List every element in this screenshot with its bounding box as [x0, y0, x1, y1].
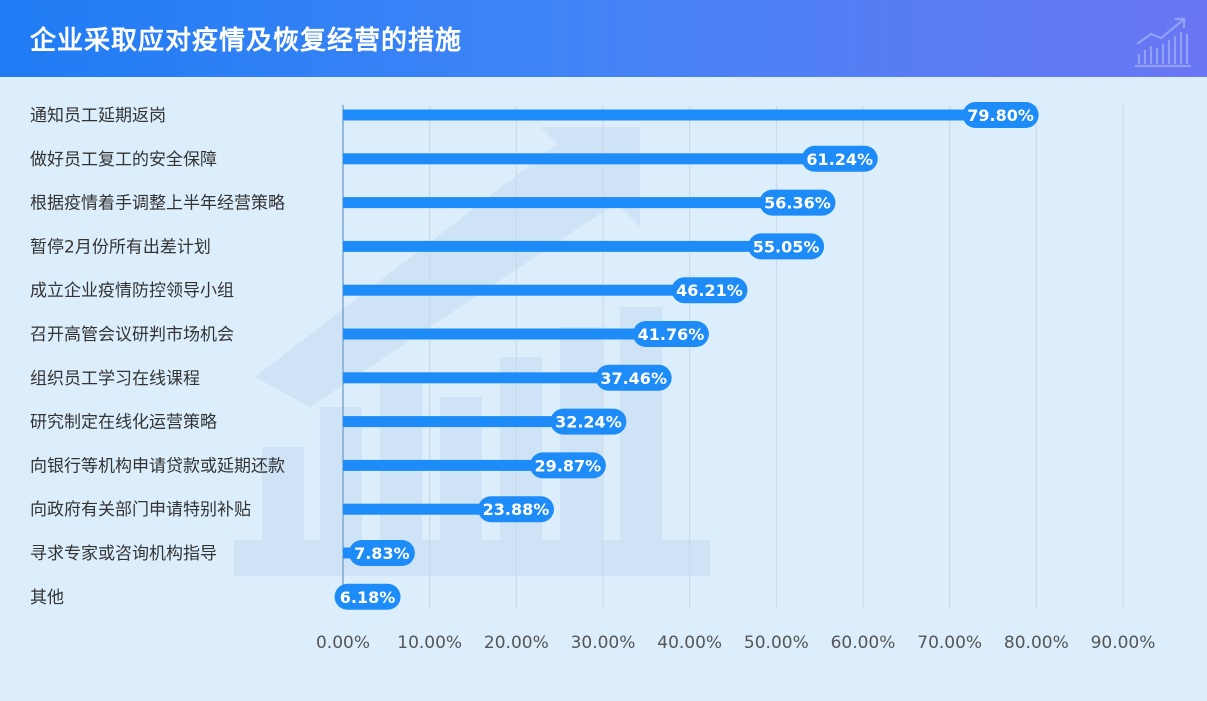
data-label: 6.18% — [340, 588, 396, 607]
data-label-pill — [550, 408, 627, 435]
bar — [343, 109, 1035, 121]
category-label: 暂停2月份所有出差计划 — [30, 237, 211, 257]
x-tick-label: 90.00% — [1091, 633, 1156, 653]
bar — [343, 372, 668, 384]
category-label: 召开高管会议研判市场机会 — [30, 325, 234, 345]
data-label: 41.76% — [638, 325, 705, 344]
data-label: 56.36% — [764, 194, 831, 213]
bar — [343, 416, 623, 428]
x-tick-label: 80.00% — [1004, 633, 1069, 653]
data-label-pill — [759, 189, 836, 216]
x-tick-label: 20.00% — [484, 633, 549, 653]
data-label: 29.87% — [535, 456, 602, 475]
x-tick-label: 60.00% — [831, 633, 896, 653]
data-label: 46.21% — [676, 281, 743, 300]
category-label: 组织员工学习在线课程 — [30, 369, 200, 389]
bar — [343, 153, 874, 165]
bar-chart: 79.80% 61.24% 56.36% 55.05% 46.21% 41.76% 37.4… — [30, 102, 1156, 653]
x-tick-label: 70.00% — [917, 633, 982, 653]
page-title: 企业采取应对疫情及恢复经营的措施 — [30, 26, 463, 56]
x-tick-label: 10.00% — [397, 633, 462, 653]
data-label: 32.24% — [555, 413, 622, 432]
x-tick-label: 50.00% — [744, 633, 809, 653]
data-label-pill — [334, 583, 401, 610]
data-label-pill — [529, 452, 606, 479]
data-label: 37.46% — [600, 369, 667, 388]
category-label: 向政府有关部门申请特别补贴 — [30, 500, 251, 520]
data-label-pill — [962, 102, 1039, 128]
bar — [343, 240, 821, 252]
data-label-pill — [801, 145, 878, 172]
bar — [343, 197, 832, 209]
x-tick-label: 40.00% — [657, 633, 722, 653]
category-label: 根据疫情着手调整上半年经营策略 — [30, 194, 285, 214]
data-label-pill — [671, 277, 748, 304]
bar — [343, 503, 550, 515]
bar — [343, 328, 705, 340]
category-label: 做好员工复工的安全保障 — [30, 150, 217, 170]
data-label: 79.80% — [967, 106, 1034, 125]
data-label-pill — [748, 233, 825, 260]
category-label: 向银行等机构申请贷款或延期还款 — [30, 456, 285, 476]
category-label: 成立企业疫情防控领导小组 — [30, 281, 234, 301]
data-label-pill — [595, 364, 672, 391]
data-label: 55.05% — [753, 237, 820, 256]
data-label-pill — [348, 540, 415, 566]
data-label: 61.24% — [806, 150, 873, 169]
bar — [343, 459, 602, 471]
category-label: 研究制定在线化运营策略 — [30, 413, 217, 433]
data-label: 7.83% — [354, 544, 410, 563]
x-tick-label: 30.00% — [571, 633, 636, 653]
data-label-pill — [632, 321, 709, 347]
header-bar: 企业采取应对疫情及恢复经营的措施 — [0, 0, 1207, 77]
watermark-decoration — [234, 127, 710, 576]
bar — [343, 284, 744, 296]
category-label: 通知员工延期返岗 — [30, 106, 166, 126]
category-label: 寻求专家或咨询机构指导 — [30, 544, 217, 564]
growth-chart-icon — [1135, 17, 1191, 68]
category-label: 其他 — [30, 588, 64, 608]
data-label: 23.88% — [483, 500, 550, 519]
data-label-pill — [477, 496, 554, 523]
x-tick-label: 0.00% — [316, 633, 370, 653]
